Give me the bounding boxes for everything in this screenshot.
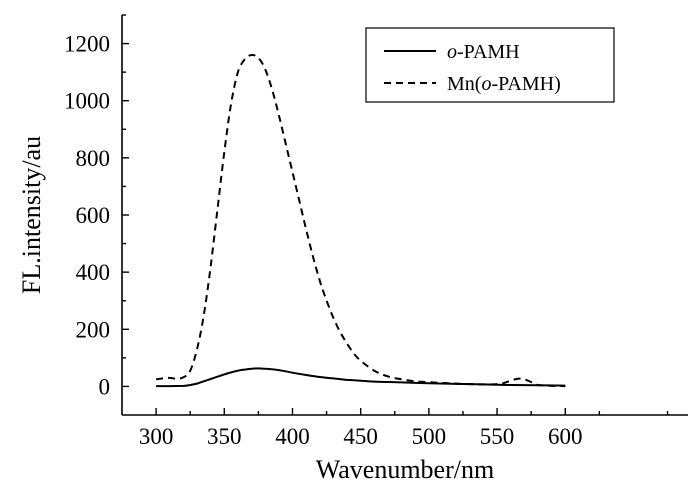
x-tick-label: 600 [548, 424, 583, 449]
x-axis: 300 350 400 450 500 550 600 [139, 408, 669, 449]
legend-label-mn-prefix: Mn( [447, 73, 482, 95]
y-tick-label: 1200 [64, 32, 110, 57]
y-tick-label: 400 [76, 260, 111, 285]
x-tick-label: 550 [480, 424, 515, 449]
y-tick-label: 1000 [64, 89, 110, 114]
y-axis: 0 200 400 600 800 1000 1200 [64, 14, 129, 399]
y-tick-label: 600 [76, 203, 111, 228]
x-axis-title: Wavenumber/nm [316, 455, 494, 484]
legend-label-o-pamh-rest: -PAMH [457, 41, 520, 63]
series-line-0 [156, 367, 566, 388]
x-tick-label: 500 [412, 424, 447, 449]
legend-box [365, 27, 615, 103]
y-tick-label: 200 [76, 317, 111, 342]
x-tick-label: 300 [139, 424, 174, 449]
x-tick-label: 350 [207, 424, 242, 449]
x-tick-label: 400 [275, 424, 310, 449]
x-tick-label: 450 [343, 424, 378, 449]
legend: o-PAMH Mn(o-PAMH) [365, 27, 615, 103]
legend-label-o-pamh-italic: o [447, 41, 457, 63]
y-tick-label: 800 [76, 146, 111, 171]
legend-label-mn-italic: o [481, 73, 491, 95]
y-axis-title: FL.intensity/au [17, 136, 46, 294]
series-line-1 [155, 53, 566, 388]
legend-label-o-pamh: o-PAMH [447, 41, 520, 63]
legend-label-mn-o-pamh: Mn(o-PAMH) [447, 73, 561, 95]
y-tick-label: 0 [99, 374, 111, 399]
series-layer [155, 53, 566, 388]
legend-label-mn-rest: -PAMH) [491, 73, 560, 95]
